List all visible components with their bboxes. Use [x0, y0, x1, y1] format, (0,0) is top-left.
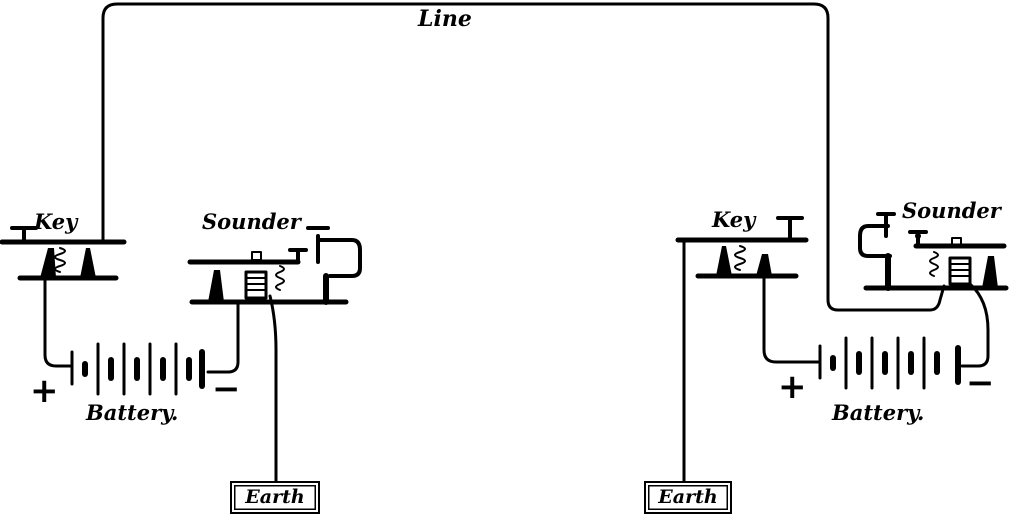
- left-earth-box: Earth: [230, 481, 320, 514]
- right-battery-label: Battery.: [832, 400, 925, 425]
- left-sounder-battery-wire: [206, 300, 240, 374]
- left-battery-plus-sign: +: [30, 371, 59, 411]
- line-label: Line: [418, 6, 472, 32]
- left-key-wire: [43, 276, 74, 368]
- left-key-spring-icon: [54, 247, 66, 273]
- right-battery-minus-sign: −: [966, 363, 995, 403]
- line-wire: [101, 2, 946, 312]
- right-sounder-anvil-icon: [982, 256, 998, 288]
- left-key-post-a-icon: [40, 248, 56, 278]
- right-key-label: Key: [712, 207, 756, 232]
- left-key-label: Key: [34, 209, 78, 234]
- left-sounder-anvil-icon: [208, 270, 224, 302]
- right-key-wire: [762, 268, 822, 364]
- right-earth-box: Earth: [644, 481, 732, 514]
- right-battery-plus-sign: +: [778, 367, 807, 407]
- right-key-post-a-icon: [716, 246, 732, 276]
- right-sounder-spring-icon: [929, 251, 939, 277]
- left-key-post-b-icon: [80, 248, 96, 278]
- left-sounder-spring-icon: [275, 265, 285, 291]
- left-battery-label: Battery.: [86, 400, 179, 425]
- left-battery-minus-sign: −: [212, 369, 241, 409]
- right-battery-icon: [818, 336, 961, 390]
- right-sounder-label: Sounder: [902, 198, 1001, 223]
- left-battery-icon: [70, 342, 205, 396]
- right-sounder-battery-wire: [960, 282, 990, 368]
- right-key-spring-icon: [734, 245, 746, 271]
- left-sounder-label: Sounder: [202, 209, 301, 234]
- left-earth-wire: [268, 294, 278, 484]
- right-key-post-b-icon: [756, 254, 772, 276]
